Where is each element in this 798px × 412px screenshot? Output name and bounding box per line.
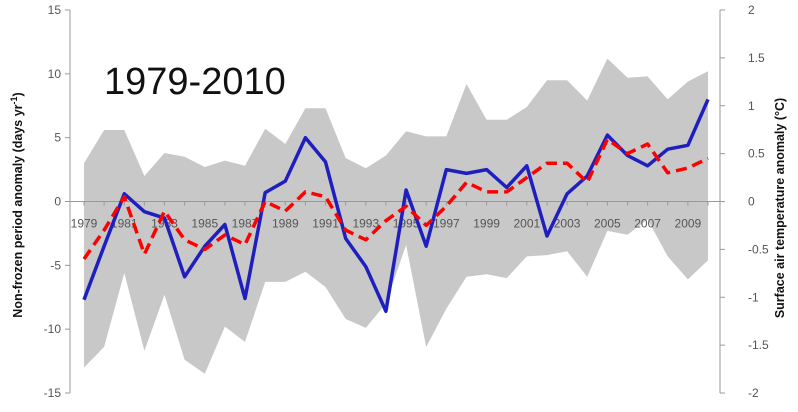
left-axis-title: Non-frozen period anomaly (days yr-1): [9, 92, 25, 317]
non-frozen-period-anomaly-line: [82, 98, 710, 314]
right-tick-label: 0: [748, 195, 755, 209]
left-y-ticks: 15 10 5 0 -5 -10 -15: [44, 3, 70, 400]
right-axis-title: Surface air temperature anomaly (°C): [773, 98, 787, 318]
right-tick-label: 1.5: [748, 51, 765, 65]
left-tick-label: -10: [44, 322, 62, 336]
left-tick-label: -15: [44, 386, 62, 400]
right-y-ticks: 2 1.5 1 0.5 0 -0.5 -1 -1.5 -2: [720, 3, 769, 400]
x-tick-label: 2005: [594, 217, 621, 231]
right-tick-label: -2: [748, 386, 759, 400]
series-layer: [82, 98, 710, 314]
right-tick-label: -1: [748, 290, 759, 304]
x-tick-label: 1991: [312, 217, 339, 231]
left-tick-label: 0: [54, 195, 61, 209]
right-tick-label: -0.5: [748, 242, 769, 256]
left-axis-title-main: Non-frozen period anomaly (days yr: [11, 104, 25, 317]
x-tick-label: 1993: [352, 217, 379, 231]
x-tick-label: 1979: [71, 217, 98, 231]
temperature-anomaly-line: [82, 137, 709, 261]
x-tick-label: 2007: [634, 217, 661, 231]
left-axis-title-end: ): [11, 92, 25, 96]
x-tick-label: 2003: [554, 217, 581, 231]
x-tick-label: 1989: [272, 217, 299, 231]
uncertainty-band: [84, 58, 708, 374]
right-tick-label: 0.5: [748, 147, 765, 161]
right-tick-label: -1.5: [748, 338, 769, 352]
x-tick-label: 1997: [433, 217, 460, 231]
uncertainty-band-layer: [84, 58, 708, 374]
period-annotation: 1979-2010: [104, 61, 286, 103]
left-tick-label: 10: [48, 67, 62, 81]
left-tick-label: 5: [54, 131, 61, 145]
x-tick-label: 1999: [473, 217, 500, 231]
left-axis-title-superscript: -1: [9, 96, 19, 104]
x-tick-label: 2001: [513, 217, 540, 231]
x-tick-label: 1981: [111, 217, 138, 231]
x-tick-label: 2009: [675, 217, 702, 231]
left-tick-label: 15: [48, 3, 62, 17]
right-tick-label: 1: [748, 99, 755, 113]
right-tick-label: 2: [748, 3, 755, 17]
x-tick-label: 1987: [232, 217, 259, 231]
left-tick-label: -5: [50, 258, 61, 272]
x-tick-label: 1985: [191, 217, 218, 231]
